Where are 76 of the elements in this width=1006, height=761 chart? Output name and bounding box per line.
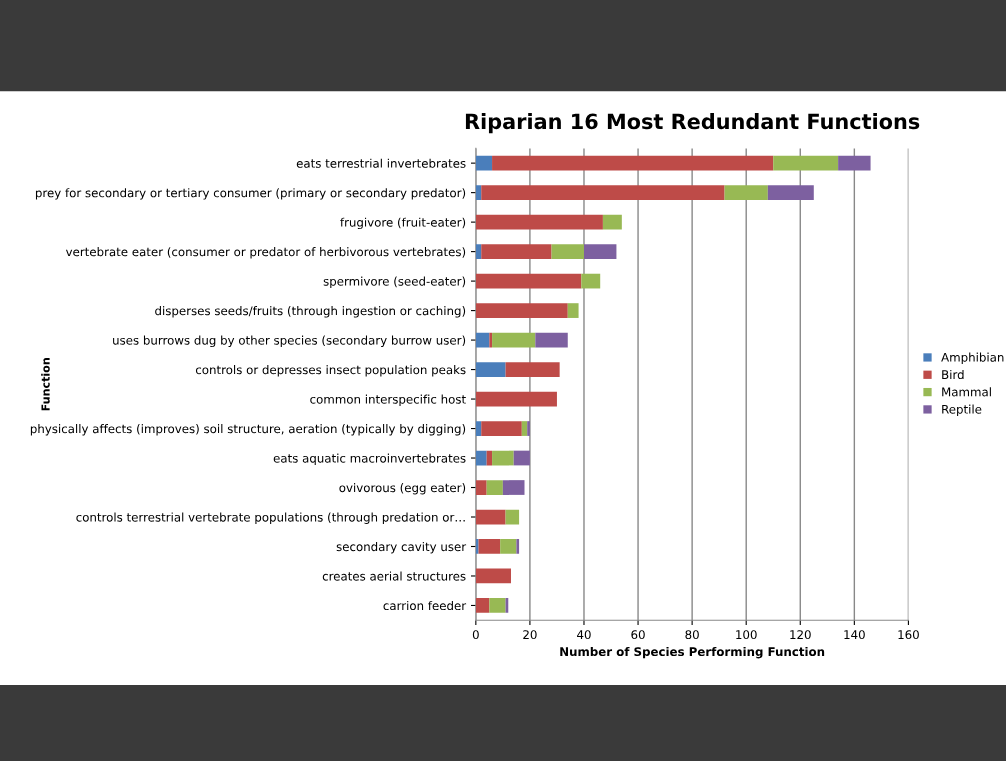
y-tick-label: controls or depresses insect population peaks [195,365,466,377]
bar [581,273,601,289]
y-tick-label: frugivore (fruit-eater) [340,217,466,230]
y-tick-label: physically affects (improves) soil structure, aeration (typically by digging) [30,424,466,436]
bar [502,480,525,495]
bar [527,421,530,436]
y-tick-label: eats terrestrial invertebrates [296,158,466,168]
bar [583,244,617,259]
bar [475,568,511,584]
x-tick-label: 40 [577,630,591,640]
bar [475,480,487,495]
bar [500,539,517,554]
bar [475,509,506,525]
legend-label: Reptile [942,404,982,417]
bar [475,598,490,613]
legend-label: Amphibian [941,352,1004,365]
bar [489,598,506,613]
bar [602,214,622,230]
bar [475,421,482,436]
bar [481,421,522,436]
bar [513,450,530,466]
chart-title: Riparian 16 Most Redundant Functions [465,113,920,134]
x-tick-label: 100 [736,630,757,640]
legend-label: Bird [942,369,964,380]
bar [492,155,774,171]
y-tick-label: disperses seeds/fruits (through ingestion or caching) [155,306,466,318]
y-tick-label: creates aerial structures [322,571,466,581]
y-tick-label: eats aquatic macroinvertebrates [273,453,466,465]
x-tick-label: 20 [523,630,537,640]
bar [505,509,520,525]
x-tick-label: 160 [898,630,919,640]
bar [505,362,560,377]
x-tick-label: 60 [631,630,645,640]
x-axis-title: Number of Species Performing Function [560,646,825,659]
bar [475,214,603,230]
bar [838,155,871,171]
y-tick-label: controls terrestrial vertebrate populations (through predation or… [76,512,465,524]
y-tick-label: ovivorous (egg eater) [339,483,466,495]
y-tick-label: spermivore (seed-eater) [323,276,466,289]
bar [481,185,725,200]
y-tick-label: common interspecific host [310,394,466,406]
bar [773,155,839,171]
bar [475,362,506,377]
bar [724,185,768,200]
bar [551,244,584,259]
bar [767,185,814,200]
bar [478,539,501,554]
bar [521,421,528,436]
bar [475,450,487,466]
bar [475,155,493,171]
x-tick-label: 140 [844,630,865,640]
y-tick-label: secondary cavity user [336,542,467,554]
x-tick-label: 120 [790,630,811,640]
x-tick-label: 0 [472,630,479,640]
bar [492,332,536,348]
y-axis-title: Function [41,358,50,411]
bar [475,273,582,289]
bar [492,450,514,466]
y-tick-label: prey for secondary or tertiary consumer (primary or secondary predator) [35,188,466,200]
bar [516,539,520,554]
legend-label: Mammal [942,387,991,397]
bar [475,303,568,318]
bar [486,480,503,495]
bar [475,332,490,348]
y-tick-label: uses burrows dug by other species (secondary burrow user) [113,335,466,348]
bar [481,244,552,259]
bar [535,332,568,348]
bar [475,244,482,259]
bar [567,303,579,318]
bar [489,332,493,348]
bar [475,391,557,407]
bar [475,539,479,554]
bar [475,185,482,200]
y-tick-label: vertebrate eater (consumer or predator of herbivorous vertebrates) [65,247,466,259]
y-tick-label: carrion feeder [383,600,467,611]
x-tick-label: 80 [685,630,699,640]
